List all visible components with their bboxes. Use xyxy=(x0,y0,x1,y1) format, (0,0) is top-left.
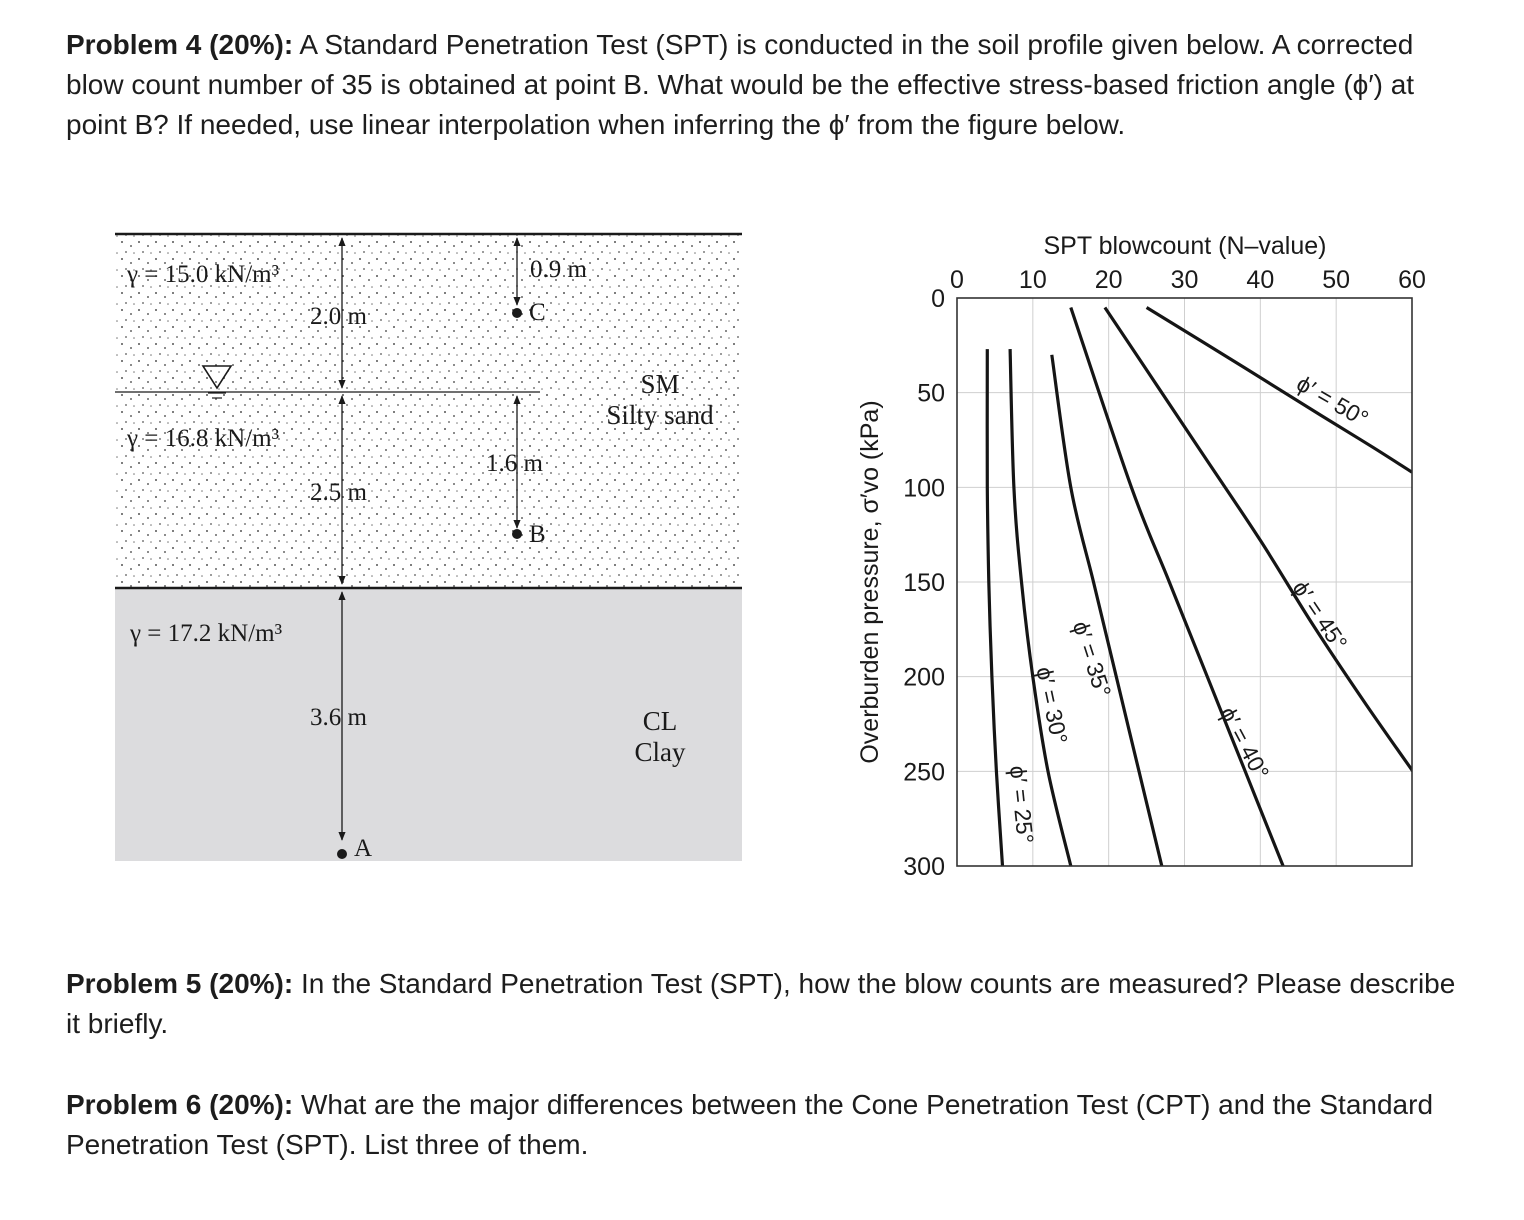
chart-series-labels: ϕ′ = 25°ϕ′ = 30°ϕ′ = 35°ϕ′ = 40°ϕ′ = 45°… xyxy=(1005,370,1373,845)
x-tick-label: 40 xyxy=(1246,266,1274,294)
problem-6-text: What are the major differences between t… xyxy=(66,1089,1434,1160)
series-line-phi-25 xyxy=(985,349,1005,866)
spt-correlation-chart: 0 10 20 30 40 50 60 0 50 100 150 200 250 300 SPT blow… xyxy=(856,232,1426,881)
series-label-phi-45: ϕ′ = 45° xyxy=(1287,576,1352,655)
y-tick-label: 300 xyxy=(903,853,945,881)
y-tick-label: 150 xyxy=(903,569,945,597)
problem-5: Problem 5 (20%): In the Standard Penetra… xyxy=(66,964,1456,1044)
point-c-marker xyxy=(512,308,522,318)
sand-name: Silty sand xyxy=(606,400,714,430)
layer3-thickness: 3.6 m xyxy=(310,704,368,731)
chart-title: SPT blowcount (N–value) xyxy=(1043,232,1326,260)
water-table-icon xyxy=(201,365,233,399)
chart-grid xyxy=(957,298,1412,866)
clay-code: CL xyxy=(643,706,678,736)
series-line-phi-30 xyxy=(1008,349,1073,866)
x-tick-label: 10 xyxy=(1019,266,1047,294)
series-line-phi-45 xyxy=(1103,306,1412,773)
problem-6: Problem 6 (20%): What are the major diff… xyxy=(66,1085,1456,1165)
point-b-marker xyxy=(512,529,522,539)
clay-layer xyxy=(115,588,742,861)
problem-4-text: A Standard Penetration Test (SPT) is con… xyxy=(66,29,1415,140)
problem-4: Problem 4 (20%): A Standard Penetration … xyxy=(66,25,1456,145)
x-tick-label: 20 xyxy=(1095,266,1123,294)
problem-6-weight: (20%): xyxy=(201,1089,294,1120)
chart-frame xyxy=(956,297,1413,867)
series-line-phi-50 xyxy=(1145,306,1412,474)
series-line-phi-40 xyxy=(1069,306,1285,866)
x-tick-label: 0 xyxy=(950,266,964,294)
sand-layer-2 xyxy=(115,392,742,588)
chart-series-group xyxy=(985,306,1412,866)
clay-name: Clay xyxy=(635,737,686,767)
x-tick-label: 60 xyxy=(1398,266,1426,294)
point-a-marker xyxy=(337,849,347,859)
layer3-gamma: γ = 17.2 kN/m³ xyxy=(129,620,283,647)
problem-6-label: Problem 6 xyxy=(66,1089,202,1120)
y-tick-label: 100 xyxy=(903,474,945,502)
problem-4-weight: (20%): xyxy=(201,29,294,60)
layer2-thickness: 2.5 m xyxy=(310,479,368,506)
dim-b-label: 1.6 m xyxy=(486,450,544,477)
problem-5-weight: (20%): xyxy=(201,968,294,999)
problem-5-label: Problem 5 xyxy=(66,968,202,999)
y-tick-label: 0 xyxy=(931,285,945,313)
point-a-label: A xyxy=(354,835,372,862)
series-label-phi-25: ϕ′ = 25° xyxy=(1005,764,1039,844)
point-b-label: B xyxy=(529,521,546,548)
x-tick-label: 50 xyxy=(1322,266,1350,294)
chart-y-axis-label: Overburden pressure, σ′vo (kPa) xyxy=(856,400,884,763)
problem-4-label: Problem 4 xyxy=(66,29,202,60)
layer1-thickness: 2.0 m xyxy=(310,303,368,330)
sand-code: SM xyxy=(640,369,679,399)
chart-ticks: 0 10 20 30 40 50 60 0 50 100 150 200 250 300 xyxy=(903,266,1426,881)
dim-c-label: 0.9 m xyxy=(530,256,588,283)
layer2-gamma: γ = 16.8 kN/m³ xyxy=(126,425,280,452)
y-tick-label: 50 xyxy=(917,380,945,408)
series-line-phi-35 xyxy=(1050,354,1164,866)
x-tick-label: 30 xyxy=(1171,266,1199,294)
y-tick-label: 200 xyxy=(903,664,945,692)
point-c-label: C xyxy=(529,299,546,326)
problem-5-text: In the Standard Penetration Test (SPT), … xyxy=(66,968,1456,1039)
soil-profile-figure: γ = 15.0 kN/m³ 2.0 m γ = 16.8 kN/m³ 2.5 … xyxy=(115,232,742,862)
layer1-gamma: γ = 15.0 kN/m³ xyxy=(126,261,280,288)
y-tick-label: 250 xyxy=(903,758,945,786)
